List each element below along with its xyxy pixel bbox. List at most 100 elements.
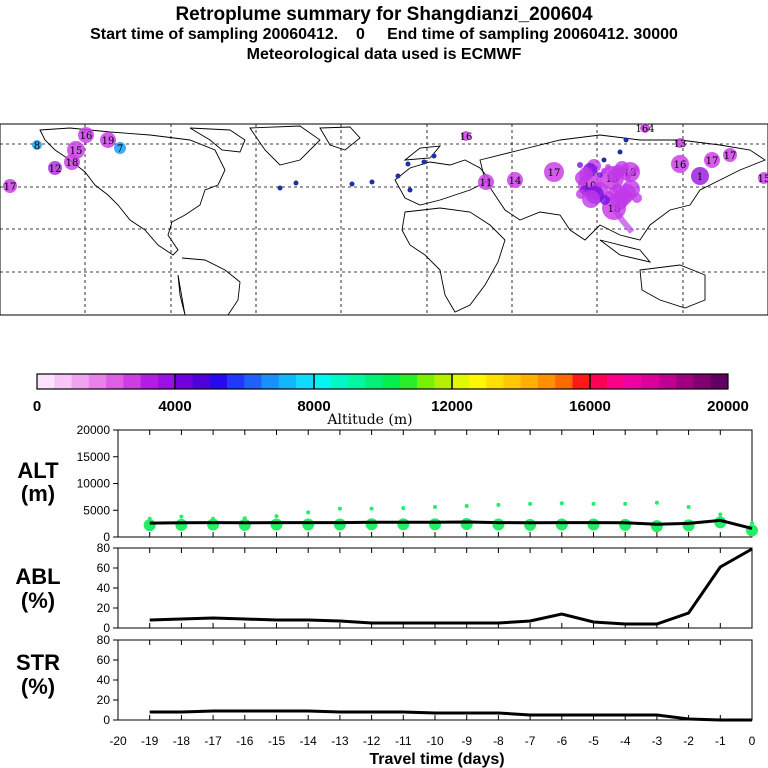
cluster-marker	[597, 172, 603, 178]
cluster-label: 14	[509, 176, 522, 187]
altitude-point	[654, 500, 659, 505]
series-line	[149, 709, 752, 722]
altitude-point	[401, 506, 406, 511]
x-tick-label: -5	[588, 734, 599, 748]
altitude-point	[623, 501, 628, 506]
cluster-label: 12	[49, 164, 62, 175]
colorbar-swatch	[658, 374, 677, 389]
colorbar-tick: 20000	[707, 398, 749, 415]
cluster-label: 16	[674, 160, 687, 171]
x-tick-label: -18	[173, 734, 191, 748]
cluster-marker	[114, 142, 126, 154]
altitude-point	[750, 521, 754, 526]
cluster-marker	[461, 131, 471, 141]
y-tick-label: 5000	[83, 503, 110, 517]
panel-frame	[117, 547, 753, 629]
cluster-label: 11	[480, 178, 493, 189]
altitude-point	[430, 522, 440, 531]
altitude-point	[303, 522, 314, 531]
colorbar-swatch	[676, 374, 694, 389]
y-tick-label: 40	[97, 673, 111, 687]
colorbar-swatch	[71, 374, 90, 389]
colorbar-tick: 12000	[431, 398, 473, 415]
colorbar-swatch	[175, 374, 193, 389]
cluster-label: 1	[697, 172, 703, 183]
time-series-panels: 05000100001500020000020406080020406080-2…	[77, 423, 758, 748]
altitude-point	[464, 503, 469, 508]
colorbar-frame	[36, 373, 729, 390]
cluster-marker	[100, 132, 116, 148]
alt-panel-unit: (m)	[21, 481, 55, 506]
y-tick-label: 80	[97, 633, 111, 647]
cluster-label: 13	[674, 139, 687, 150]
altitude-point	[242, 516, 247, 521]
altitude-point	[179, 514, 184, 519]
altitude-point	[493, 522, 504, 531]
cluster-marker	[617, 149, 623, 155]
panel-frame	[117, 639, 753, 721]
series-line	[149, 547, 753, 626]
x-tick-label: -2	[683, 734, 694, 748]
cluster-marker	[293, 180, 299, 186]
cluster-marker	[78, 127, 94, 143]
panel-labels: ALT (m) ABL (%) STR (%)	[15, 458, 60, 699]
x-tick-label: -6	[556, 734, 567, 748]
altitude-point	[208, 522, 219, 531]
colorbar-swatch	[37, 374, 55, 389]
cluster-marker	[48, 161, 62, 175]
cluster-label: 8	[34, 141, 40, 152]
cluster-marker	[421, 159, 427, 165]
cluster-label: 16	[80, 131, 93, 142]
colorbar-swatch	[54, 374, 72, 389]
cluster-marker	[64, 154, 80, 170]
x-tick-label: -15	[268, 734, 286, 748]
x-tick-label: -13	[331, 734, 349, 748]
altitude-point	[591, 501, 596, 506]
world-map	[0, 123, 768, 316]
colorbar-ticks: 0 4000 8000 12000 16000 20000	[33, 398, 749, 415]
y-tick-label: 40	[97, 581, 111, 595]
colorbar-swatch	[88, 374, 107, 389]
x-tick-label: -8	[493, 734, 504, 748]
cluster-label: 10	[584, 181, 597, 192]
sampling-time-text: Start time of sampling 20060412. 0 End t…	[90, 26, 678, 43]
altitude-point	[334, 522, 345, 531]
colorbar-swatch	[537, 374, 556, 389]
colorbar-tick: 0	[33, 398, 41, 415]
y-tick-label: 20	[97, 601, 111, 615]
x-tick-label: 0	[749, 734, 756, 748]
cluster-marker	[3, 179, 17, 193]
colorbar-swatch	[296, 374, 314, 389]
cluster-marker	[675, 138, 685, 148]
colorbar-swatch	[417, 374, 435, 389]
colorbar-swatch	[106, 374, 124, 389]
colorbar-swatch	[589, 374, 608, 389]
colorbar-swatch	[382, 374, 401, 389]
cluster-marker	[478, 174, 494, 190]
y-tick-label: 15000	[77, 450, 111, 464]
cluster-label: 15	[758, 174, 768, 185]
plume-track	[611, 206, 635, 234]
cluster-marker	[691, 167, 709, 185]
colorbar-swatch	[486, 374, 504, 389]
colorbar-swatch	[624, 374, 642, 389]
altitude-point	[588, 522, 599, 531]
altitude-point	[620, 522, 631, 531]
x-tick-label: -1	[715, 734, 726, 748]
altitude-point	[651, 523, 662, 532]
altitude-point	[398, 522, 409, 531]
altitude-point	[747, 528, 757, 537]
cluster-marker	[407, 187, 413, 193]
colorbar-swatch	[572, 374, 591, 389]
cluster-marker	[758, 172, 768, 184]
y-tick-label: 0	[103, 713, 110, 727]
colorbar-swatch	[468, 374, 487, 389]
x-tick-label: -7	[525, 734, 536, 748]
x-tick-label: -20	[109, 734, 127, 748]
x-tick-label: -16	[236, 734, 254, 748]
cluster-marker	[32, 140, 42, 150]
colorbar-swatch	[192, 374, 211, 389]
str-panel-unit: (%)	[21, 674, 55, 699]
colorbar-swatch	[347, 374, 366, 389]
colorbar-tick: 4000	[158, 398, 191, 415]
